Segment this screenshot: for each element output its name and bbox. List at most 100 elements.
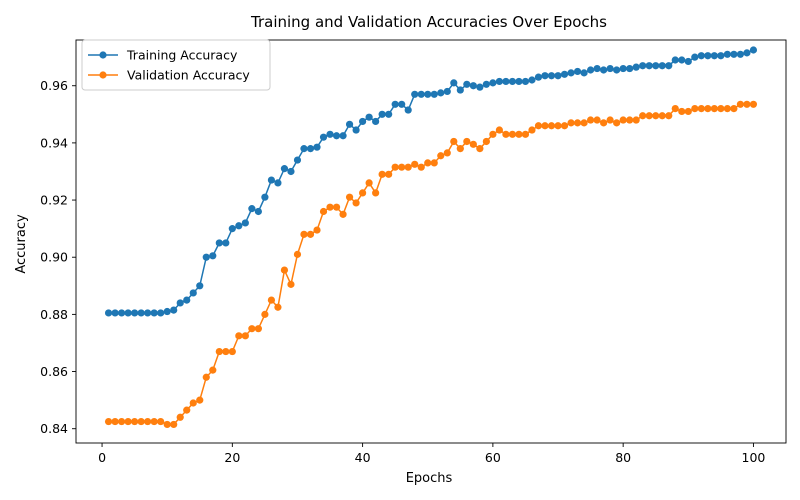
y-tick-label: 0.86	[40, 364, 68, 379]
data-point	[658, 112, 666, 120]
y-tick-label: 0.88	[40, 307, 68, 322]
data-point	[632, 63, 640, 71]
data-point	[704, 52, 712, 60]
data-point	[137, 417, 145, 426]
data-point	[215, 239, 223, 247]
data-point	[489, 79, 497, 87]
data-point	[274, 303, 282, 311]
data-point	[600, 66, 608, 74]
data-point	[345, 120, 354, 128]
data-point	[456, 86, 464, 94]
data-point	[183, 296, 191, 304]
data-point	[534, 73, 543, 81]
data-point	[717, 104, 725, 113]
data-point	[104, 417, 113, 426]
y-tick-label: 0.92	[40, 193, 68, 208]
plot-frame	[75, 39, 787, 444]
data-point	[691, 53, 699, 61]
data-point	[619, 64, 627, 73]
data-point	[515, 130, 523, 138]
data-point	[678, 107, 686, 116]
data-point	[411, 90, 419, 98]
data-point	[704, 104, 712, 113]
data-point	[528, 76, 536, 84]
data-point	[300, 145, 308, 153]
data-point	[463, 80, 471, 88]
data-point	[710, 52, 718, 60]
data-point	[586, 116, 595, 124]
data-point	[476, 145, 484, 153]
x-axis-label: Epochs	[406, 471, 453, 486]
data-point	[183, 406, 191, 414]
data-point	[326, 130, 334, 138]
data-point	[736, 50, 745, 58]
data-point	[131, 309, 139, 317]
data-point	[365, 179, 373, 187]
data-point	[717, 52, 725, 60]
data-point	[573, 67, 582, 76]
data-point	[626, 116, 634, 124]
data-point	[378, 170, 386, 178]
data-point	[658, 62, 666, 70]
data-point	[104, 309, 113, 317]
data-point	[469, 140, 477, 148]
data-point	[567, 119, 575, 127]
plot-area: 0 20 40 60 80 100 0.84 0.86 0.88 0.90 0.92 0.94 0.96…	[40, 39, 787, 465]
data-point	[665, 62, 673, 70]
data-point	[372, 117, 380, 126]
data-point	[671, 56, 679, 64]
data-point	[222, 347, 230, 356]
data-point	[469, 82, 477, 90]
data-point	[619, 116, 627, 124]
data-point	[502, 77, 510, 86]
data-point	[267, 176, 276, 184]
data-point	[749, 100, 758, 108]
data-point	[287, 280, 295, 288]
data-point	[326, 203, 334, 211]
data-point	[626, 64, 634, 73]
data-point	[723, 50, 731, 58]
data-point	[554, 122, 562, 130]
legend-marker	[99, 51, 107, 59]
data-point	[600, 119, 608, 127]
data-point	[235, 222, 243, 230]
data-point	[352, 126, 360, 134]
data-point	[124, 417, 132, 426]
data-point	[684, 57, 692, 66]
data-point	[111, 309, 119, 317]
data-point	[502, 130, 510, 138]
data-point	[254, 325, 262, 333]
x-tick-label: 60	[485, 450, 501, 465]
data-point	[248, 325, 256, 333]
data-point	[404, 106, 412, 114]
data-point	[150, 309, 158, 317]
data-point	[508, 130, 517, 138]
data-point	[437, 152, 445, 160]
data-point	[417, 90, 425, 98]
data-point	[209, 366, 217, 374]
data-point	[144, 309, 152, 317]
data-point	[593, 64, 601, 73]
data-point	[300, 230, 308, 238]
data-point	[697, 52, 705, 60]
data-point	[632, 116, 640, 124]
data-point	[573, 119, 582, 127]
data-point	[450, 79, 458, 87]
y-tick-label: 0.90	[40, 250, 68, 265]
data-point	[580, 119, 588, 127]
data-point	[430, 159, 438, 167]
data-point	[313, 143, 321, 151]
data-point	[345, 193, 354, 201]
data-point	[482, 80, 490, 88]
data-point	[339, 210, 347, 218]
data-point	[339, 132, 347, 140]
data-point	[274, 179, 282, 187]
data-point	[652, 112, 660, 120]
data-point	[261, 193, 269, 201]
data-point	[430, 90, 438, 98]
data-point	[580, 69, 588, 77]
data-point	[482, 137, 490, 146]
data-point	[645, 62, 653, 70]
x-tick-label: 100	[742, 450, 766, 465]
